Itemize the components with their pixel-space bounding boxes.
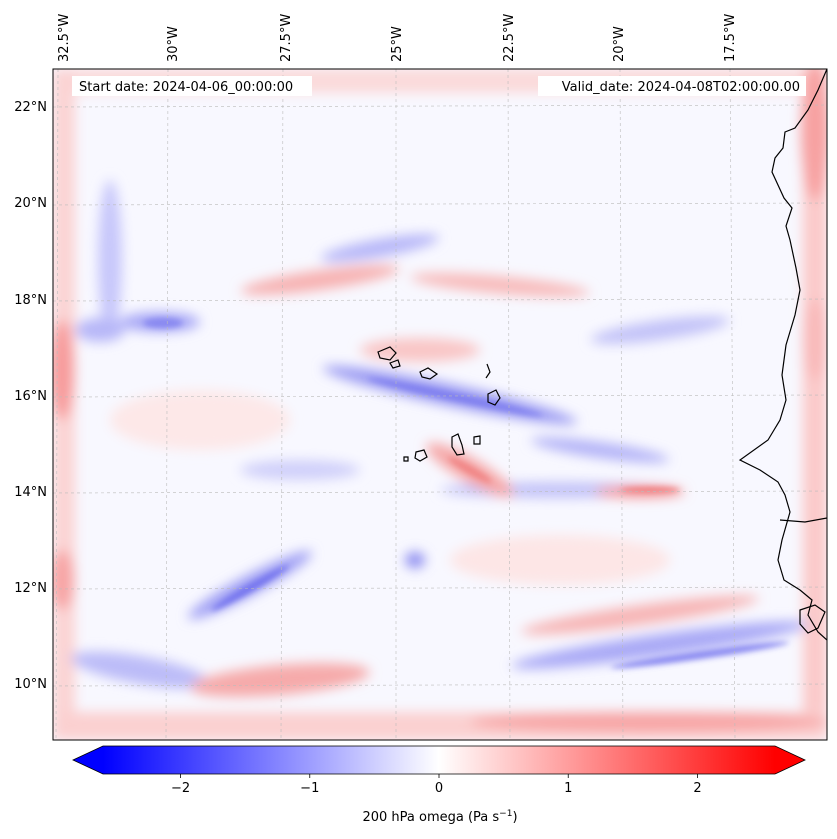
colorbar-outline: [72, 745, 806, 775]
valid-date-label: Valid_date: 2024-04-08T02:00:00.00: [562, 80, 800, 95]
colorbar-tick-label: 0: [435, 781, 443, 796]
lon-label: 27.5°W: [279, 14, 294, 62]
start-date-box: [72, 76, 312, 96]
graticule: [53, 69, 827, 740]
colorbar-extend-left: [73, 746, 103, 774]
colorbar-bar: [103, 746, 775, 774]
colorbar-tick-label: 2: [693, 781, 701, 796]
island-coast: [451, 433, 465, 456]
island-coast: [419, 367, 439, 380]
lat-label: 12°N: [14, 581, 47, 596]
lat-label: 10°N: [14, 677, 47, 692]
archipelago-coast: [799, 604, 826, 634]
lon-label: 25°W: [390, 26, 405, 62]
lat-label: 14°N: [14, 485, 47, 500]
archipelago-coast: [779, 517, 827, 523]
lon-label: 32.5°W: [57, 14, 72, 62]
lat-label: 18°N: [14, 293, 47, 308]
lat-label: 16°N: [14, 389, 47, 404]
colorbar: −2 −1 0 1 2 200 hPa omega (Pa s−1): [72, 745, 806, 825]
lon-label: 20°W: [612, 26, 627, 62]
colorbar-tick-label: 1: [564, 781, 572, 796]
lon-label: 30°W: [166, 26, 181, 62]
island-coast: [414, 449, 428, 462]
colorbar-label: 200 hPa omega (Pa s−1): [362, 809, 517, 825]
colorbar-tick-label: −2: [171, 781, 190, 796]
lat-label: 22°N: [14, 100, 47, 115]
colorbar-extend-right: [775, 746, 805, 774]
coastline: [377, 69, 827, 641]
island-coast: [485, 363, 491, 379]
valid-date-box: [538, 76, 806, 96]
island-coast: [377, 346, 397, 361]
africa-coastline: [738, 69, 827, 641]
island-coast: [389, 359, 401, 369]
start-date-label: Start date: 2024-04-06_00:00:00: [79, 80, 293, 95]
island-coast: [487, 389, 501, 406]
island-coast: [403, 456, 409, 462]
map-frame: [52, 68, 828, 741]
island-coast: [473, 435, 481, 445]
lon-label: 22.5°W: [502, 14, 517, 62]
colorbar-tick-label: −1: [300, 781, 319, 796]
omega-field: [53, 69, 827, 740]
lon-label: 17.5°W: [723, 14, 738, 62]
lat-label: 20°N: [14, 196, 47, 211]
